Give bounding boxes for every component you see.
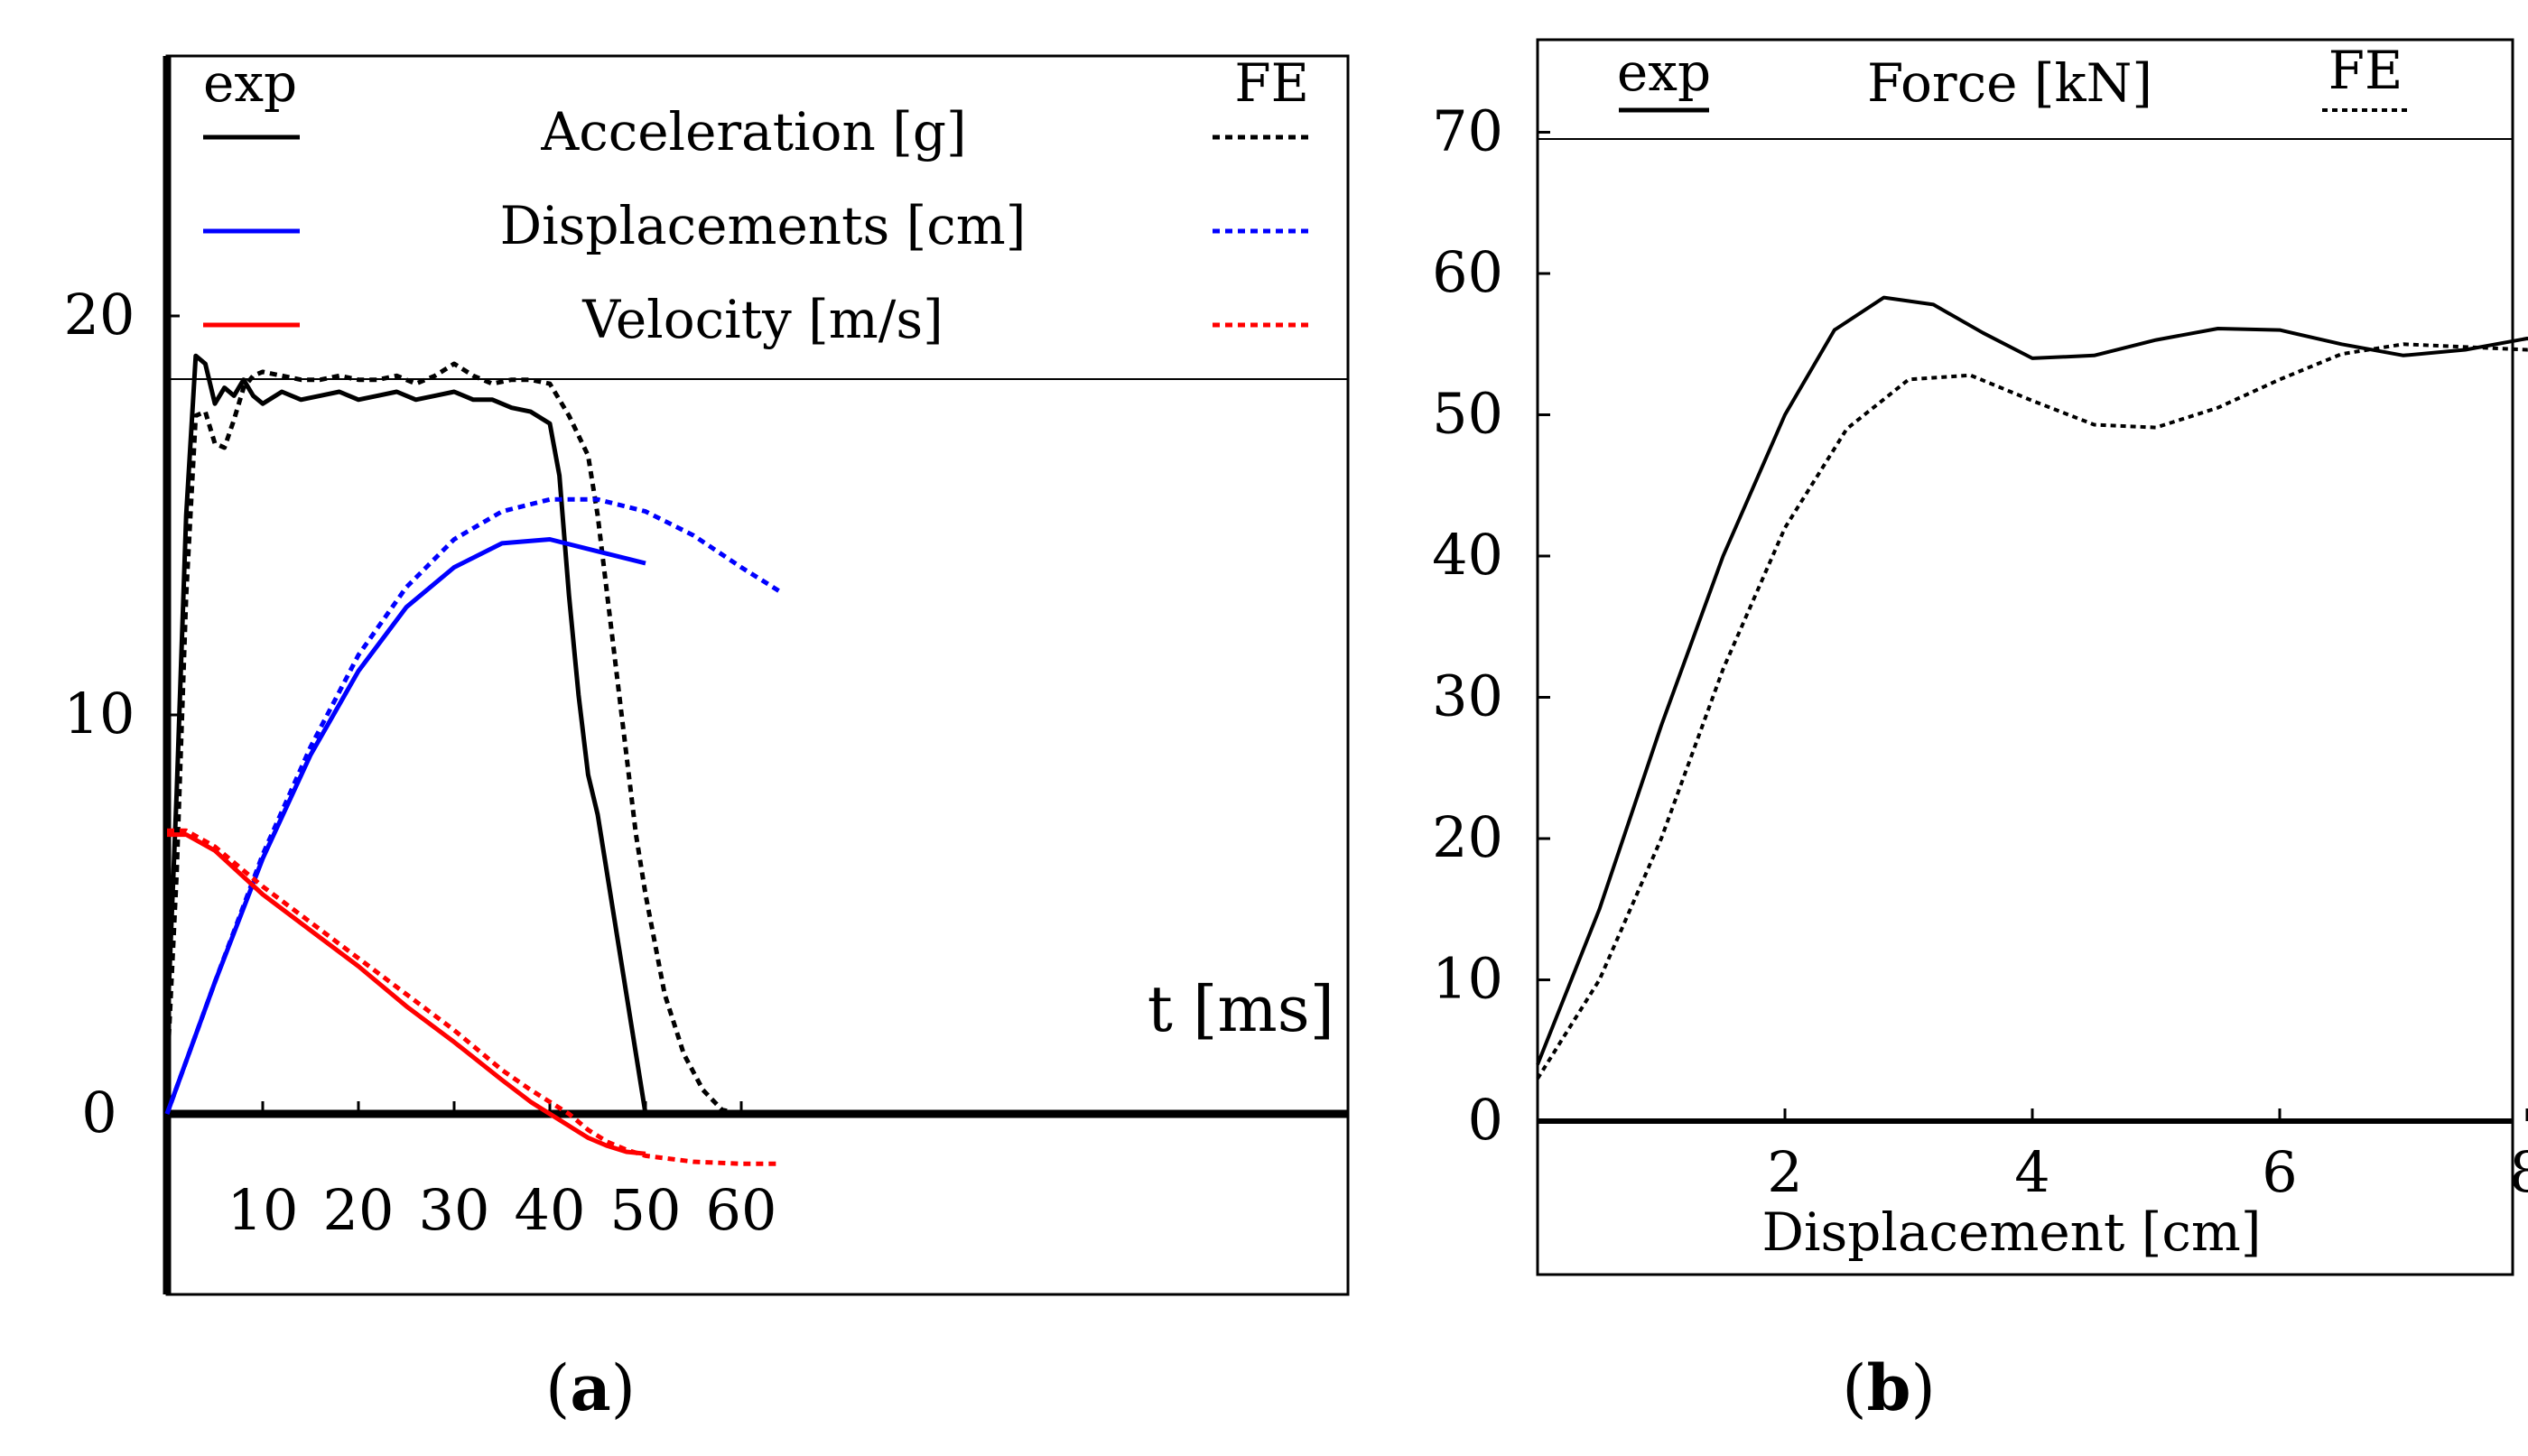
panel-b-y-tick-label: 40 bbox=[1432, 522, 1503, 588]
panel-b-legend: exp Force [kN] FE bbox=[1617, 40, 2409, 114]
caption-b: (b) bbox=[1842, 1350, 1936, 1425]
legend-col-fe: FE bbox=[1234, 52, 1309, 114]
series-line-a-displacements-cm-fe bbox=[164, 496, 781, 1115]
caption-a-label: a bbox=[570, 1350, 610, 1425]
series-line-a-velocity-m-s-fe bbox=[167, 828, 780, 1166]
panel-b-frame bbox=[1536, 38, 2514, 1276]
panel-b-x-tick-label: 8 bbox=[2509, 1139, 2528, 1205]
legend-col-exp: exp bbox=[203, 52, 297, 114]
panel-b-x-tick-label: 6 bbox=[2262, 1139, 2297, 1205]
caption-a: (a) bbox=[545, 1350, 636, 1425]
panel-a-series bbox=[164, 353, 781, 1166]
panel-b-x-ticks: 2468101214 bbox=[1767, 1108, 2528, 1205]
legend-b-exp: exp bbox=[1617, 42, 1711, 103]
panel-b-series bbox=[1536, 295, 2528, 1080]
legend-b-fe: FE bbox=[2328, 40, 2403, 101]
legend-b-force: Force [kN] bbox=[1867, 52, 2152, 114]
panel-a-x-label: t [ms] bbox=[1148, 972, 1334, 1046]
panel-b-x-tick-label: 2 bbox=[1767, 1139, 1802, 1205]
series-line-b-fe bbox=[1536, 342, 2528, 1080]
legend-acceleration: Acceleration [g] bbox=[540, 101, 966, 162]
legend-velocity: Velocity [m/s] bbox=[581, 289, 943, 350]
panel-a-legend: exp FE Acceleration [g] Displacements [c… bbox=[203, 52, 1309, 350]
panel-b-y-tick-label: 50 bbox=[1432, 381, 1503, 447]
panel-a-x-tick-label: 20 bbox=[323, 1177, 395, 1243]
panel-b-y-tick-label: 20 bbox=[1432, 804, 1503, 870]
series-line-a-acceleration-g-exp bbox=[164, 353, 648, 1115]
panel-b-y-tick-label: 70 bbox=[1432, 98, 1503, 164]
panel-b-y-tick-label: 0 bbox=[1468, 1087, 1503, 1153]
series-line-a-velocity-m-s-exp bbox=[167, 832, 646, 1156]
panel-a-x-tick-label: 60 bbox=[706, 1177, 777, 1243]
panel-b-y-tick-label: 10 bbox=[1432, 946, 1503, 1012]
panel-a: 0 10 20 30 10 20 30 40 50 60 t [ms] exp FE Accel… bbox=[64, 52, 1350, 1296]
panel-b-y-tick-label: 60 bbox=[1432, 239, 1503, 305]
series-line-a-acceleration-g-fe bbox=[164, 361, 742, 1117]
panel-a-y-tick-label: 20 bbox=[64, 282, 135, 348]
panel-b-y-ticks: 0 10 20 30 40 50 60 70 bbox=[1432, 98, 1550, 1153]
panel-b-y-tick-label: 30 bbox=[1432, 663, 1503, 729]
panel-b-x-label: Displacement [cm] bbox=[1761, 1201, 2261, 1263]
caption-b-label: b bbox=[1867, 1350, 1911, 1425]
panel-a-x-tick-label: 50 bbox=[610, 1177, 682, 1243]
panel-a-y-tick-label: 0 bbox=[81, 1080, 116, 1145]
series-line-b-exp bbox=[1536, 295, 2528, 1066]
panel-a-x-tick-label: 10 bbox=[228, 1177, 299, 1243]
panel-b-x-tick-label: 4 bbox=[2014, 1139, 2049, 1205]
panel-a-y-tick-label: 10 bbox=[64, 681, 135, 747]
panel-a-x-tick-label: 30 bbox=[419, 1177, 490, 1243]
panel-a-x-tick-label: 40 bbox=[515, 1177, 586, 1243]
panel-a-x-ticks: 10 20 30 40 50 60 bbox=[228, 1101, 777, 1243]
legend-displacements: Displacements [cm] bbox=[500, 195, 1027, 256]
